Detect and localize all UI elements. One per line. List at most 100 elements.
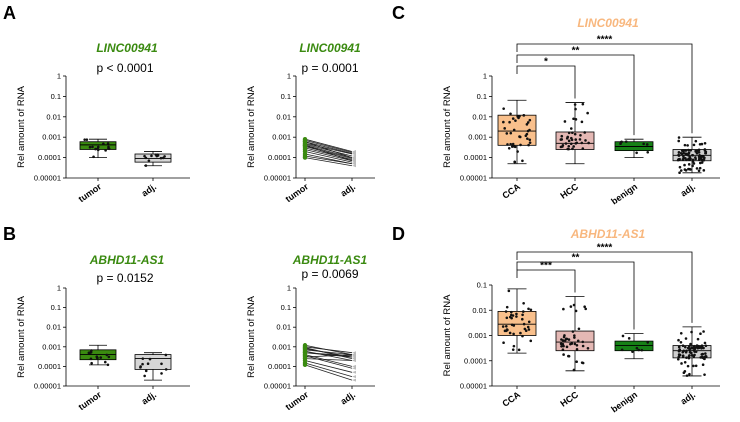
box-benign	[614, 138, 654, 159]
data-point	[703, 373, 706, 376]
data-point	[646, 341, 650, 344]
data-point	[685, 356, 688, 359]
data-point	[579, 133, 582, 137]
data-point	[581, 361, 585, 365]
data-point	[687, 163, 691, 166]
data-point	[560, 134, 564, 138]
data-point	[527, 328, 531, 331]
data-point	[106, 142, 110, 145]
significance-bracket: *	[516, 57, 576, 99]
data-point	[695, 344, 699, 347]
adj-point	[352, 354, 356, 358]
y-tick-label: 0.00001	[460, 382, 487, 391]
data-point	[627, 337, 631, 340]
y-tick-label: 0.1	[477, 281, 487, 290]
pair-line	[304, 352, 353, 357]
y-tick-label: 0.1	[51, 303, 61, 312]
data-point	[580, 120, 584, 124]
data-point	[677, 151, 681, 154]
data-point	[578, 138, 582, 141]
title-c: LINC00941	[577, 16, 639, 30]
data-point	[687, 148, 690, 152]
x-tick-label: adj.	[679, 389, 697, 406]
data-point	[692, 364, 695, 368]
data-point	[621, 334, 625, 338]
data-point	[689, 342, 692, 346]
tumor-point	[302, 350, 308, 355]
y-tick-label: 0.00001	[34, 382, 61, 391]
x-tick-label: adj.	[339, 389, 357, 406]
box-iqr	[555, 131, 595, 150]
data-point	[697, 148, 701, 152]
pair-line	[304, 141, 353, 158]
data-point	[96, 145, 100, 149]
data-point	[523, 327, 527, 331]
data-point	[681, 350, 685, 354]
data-point	[502, 107, 505, 110]
data-point	[703, 341, 707, 345]
data-point	[105, 353, 109, 357]
pvalue-b-box: p = 0.0152	[96, 271, 153, 285]
data-point	[573, 336, 576, 339]
data-point	[516, 150, 519, 153]
data-point	[505, 329, 508, 333]
data-point	[147, 159, 151, 162]
data-point	[508, 120, 511, 124]
data-point	[150, 154, 153, 158]
y-tick-label: 0.01	[276, 323, 291, 332]
data-point	[687, 344, 691, 348]
data-point	[677, 345, 681, 349]
pair-line	[304, 364, 353, 381]
y-axis-label: Rel amount of RNA	[442, 85, 453, 168]
data-point	[571, 330, 575, 333]
data-point	[563, 120, 567, 123]
x-tick-label: adj.	[140, 389, 158, 406]
data-point	[700, 346, 703, 350]
data-point	[514, 119, 517, 122]
data-point	[561, 348, 565, 351]
data-point	[678, 353, 682, 357]
y-tick-label: 0.01	[472, 112, 487, 121]
y-tick-label: 0.1	[477, 92, 487, 101]
data-point	[689, 157, 692, 161]
data-point	[702, 159, 705, 162]
data-point	[694, 157, 697, 161]
data-point	[564, 142, 568, 145]
data-point	[528, 141, 532, 144]
data-point	[567, 131, 571, 135]
chart-A-paired: 0.00001 0.0001 0.001 0.01 0.1 1 Rel amount of …	[246, 72, 375, 204]
data-point	[572, 145, 575, 148]
bracket-line	[516, 54, 635, 136]
y-tick-label: 0.0001	[464, 153, 487, 162]
data-point	[107, 355, 111, 359]
pair-line	[304, 149, 353, 162]
bracket-line	[516, 269, 576, 293]
data-point	[694, 149, 697, 153]
data-point	[697, 169, 701, 172]
data-point	[529, 308, 533, 312]
data-point	[526, 325, 530, 329]
y-tick-label: 0.001	[272, 133, 291, 142]
data-point	[505, 325, 508, 328]
data-point	[691, 164, 694, 168]
data-point	[704, 151, 707, 155]
bracket-line	[516, 65, 576, 99]
y-tick-label: 0.0001	[268, 153, 291, 162]
paired-sample	[302, 345, 356, 361]
paired-sample	[302, 155, 356, 168]
x-tick-label: tumor	[77, 181, 104, 204]
box-tumor	[79, 138, 117, 159]
data-point	[567, 139, 571, 143]
chart-B-box: 0.00001 0.0001 0.001 0.01 0.1 1 Rel amount of …	[16, 284, 190, 412]
data-point	[83, 138, 87, 141]
data-point	[521, 310, 525, 313]
data-point	[693, 347, 697, 351]
y-tick-label: 0.001	[42, 342, 61, 351]
data-point	[569, 142, 573, 146]
box-HCC	[555, 102, 595, 165]
y-tick-label: 1	[483, 72, 487, 81]
y-axis-label: Rel amount of RNA	[442, 294, 453, 377]
data-point	[587, 141, 590, 145]
y-tick-label: 0.0001	[464, 356, 487, 365]
data-point	[107, 147, 111, 151]
